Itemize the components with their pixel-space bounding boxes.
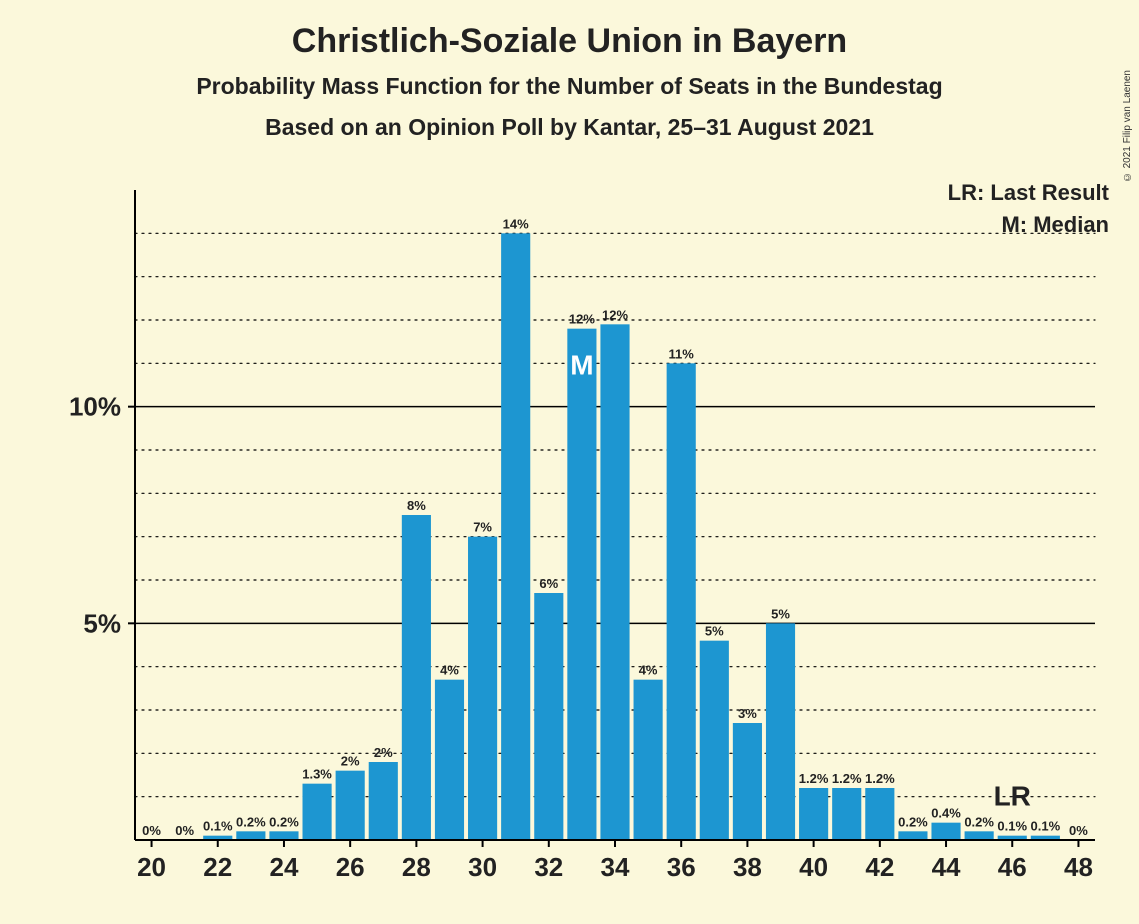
- svg-text:14%: 14%: [503, 216, 529, 231]
- svg-text:4%: 4%: [639, 663, 658, 678]
- svg-text:26: 26: [336, 852, 365, 882]
- svg-text:22: 22: [203, 852, 232, 882]
- svg-text:0.1%: 0.1%: [997, 819, 1027, 834]
- svg-text:M: M: [570, 350, 593, 381]
- svg-text:0.1%: 0.1%: [1031, 819, 1061, 834]
- svg-text:0.2%: 0.2%: [898, 814, 928, 829]
- svg-text:2%: 2%: [374, 745, 393, 760]
- svg-text:38: 38: [733, 852, 762, 882]
- svg-text:12%: 12%: [602, 307, 628, 322]
- svg-text:1.3%: 1.3%: [302, 767, 332, 782]
- svg-text:46: 46: [998, 852, 1027, 882]
- svg-text:32: 32: [534, 852, 563, 882]
- svg-text:0%: 0%: [142, 823, 161, 838]
- svg-text:42: 42: [865, 852, 894, 882]
- chart-container: 0%0%0.1%0.2%0.2%1.3%2%2%8%4%7%14%6%12%12…: [40, 175, 1120, 895]
- chart-title-main: Christlich-Soziale Union in Bayern: [0, 22, 1139, 61]
- svg-text:10%: 10%: [69, 392, 121, 422]
- pmf-bar-chart: 0%0%0.1%0.2%0.2%1.3%2%2%8%4%7%14%6%12%12…: [40, 175, 1120, 895]
- svg-text:3%: 3%: [738, 706, 757, 721]
- chart-subtitle-2: Based on an Opinion Poll by Kantar, 25–3…: [0, 114, 1139, 141]
- svg-text:5%: 5%: [83, 608, 121, 638]
- svg-text:4%: 4%: [440, 663, 459, 678]
- svg-text:0.2%: 0.2%: [236, 814, 266, 829]
- svg-text:0.4%: 0.4%: [931, 806, 961, 821]
- svg-text:44: 44: [932, 852, 961, 882]
- chart-subtitle-1: Probability Mass Function for the Number…: [0, 73, 1139, 100]
- svg-text:1.2%: 1.2%: [799, 771, 829, 786]
- svg-text:48: 48: [1064, 852, 1093, 882]
- svg-text:24: 24: [270, 852, 299, 882]
- svg-text:40: 40: [799, 852, 828, 882]
- svg-text:0%: 0%: [1069, 823, 1088, 838]
- svg-text:2%: 2%: [341, 754, 360, 769]
- svg-text:0.2%: 0.2%: [964, 814, 994, 829]
- svg-text:5%: 5%: [771, 606, 790, 621]
- svg-text:0%: 0%: [175, 823, 194, 838]
- svg-text:1.2%: 1.2%: [832, 771, 862, 786]
- svg-text:28: 28: [402, 852, 431, 882]
- svg-text:7%: 7%: [473, 520, 492, 535]
- chart-titles: Christlich-Soziale Union in Bayern Proba…: [0, 0, 1139, 141]
- svg-text:36: 36: [667, 852, 696, 882]
- copyright-text: © 2021 Filip van Laenen: [1122, 70, 1133, 182]
- svg-text:8%: 8%: [407, 498, 426, 513]
- svg-text:20: 20: [137, 852, 166, 882]
- svg-text:0.1%: 0.1%: [203, 819, 233, 834]
- svg-text:34: 34: [601, 852, 630, 882]
- svg-text:12%: 12%: [569, 312, 595, 327]
- svg-text:30: 30: [468, 852, 497, 882]
- svg-text:1.2%: 1.2%: [865, 771, 895, 786]
- svg-text:6%: 6%: [539, 576, 558, 591]
- svg-text:5%: 5%: [705, 624, 724, 639]
- svg-text:LR: LR: [994, 781, 1031, 812]
- svg-text:11%: 11%: [669, 346, 695, 361]
- svg-text:0.2%: 0.2%: [269, 814, 299, 829]
